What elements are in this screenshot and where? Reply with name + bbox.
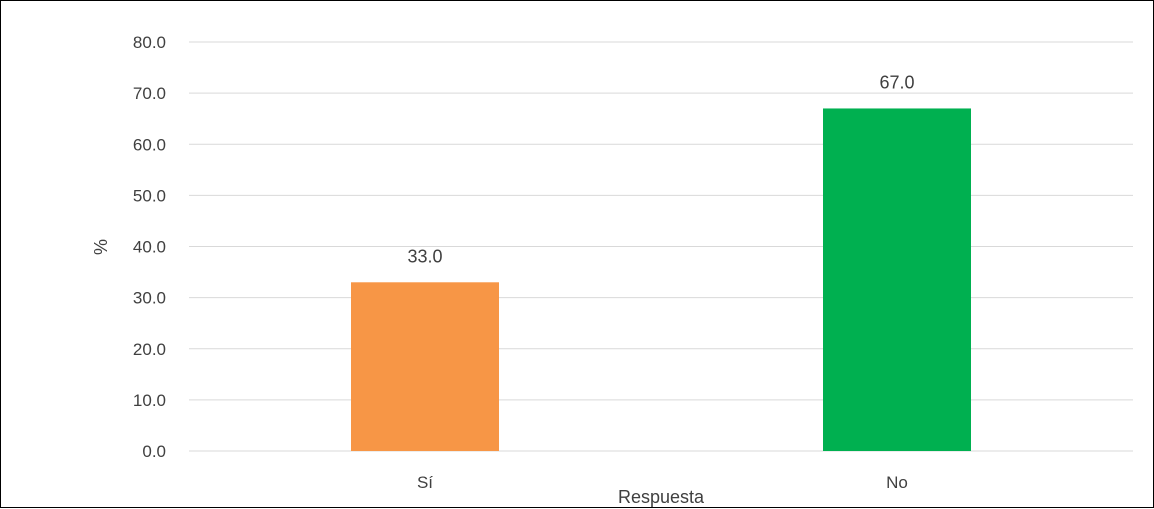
y-tick-label: 20.0 — [133, 340, 166, 359]
gridlines — [189, 41, 1133, 452]
x-tick-label: No — [886, 473, 908, 492]
y-tick-label: 30.0 — [133, 289, 166, 308]
y-tick-label: 10.0 — [133, 391, 166, 410]
bars — [351, 108, 971, 452]
data-label: 67.0 — [879, 72, 914, 92]
x-axis-ticks: Sí No — [417, 473, 908, 492]
y-tick-label: 40.0 — [133, 238, 166, 257]
y-tick-label: 70.0 — [133, 84, 166, 103]
data-label: 33.0 — [407, 246, 442, 266]
bar — [351, 282, 499, 451]
data-labels: 33.0 67.0 — [407, 72, 914, 266]
x-axis-title: Respuesta — [618, 487, 705, 507]
bar — [823, 108, 971, 452]
x-tick-label: Sí — [417, 473, 433, 492]
y-tick-label: 0.0 — [142, 442, 166, 461]
y-axis-ticks: 0.0 10.0 20.0 30.0 40.0 50.0 60.0 70.0 80.0 — [133, 33, 166, 461]
y-tick-label: 80.0 — [133, 33, 166, 52]
y-tick-label: 50.0 — [133, 186, 166, 205]
y-tick-label: 60.0 — [133, 135, 166, 154]
y-axis-title: % — [91, 239, 111, 255]
